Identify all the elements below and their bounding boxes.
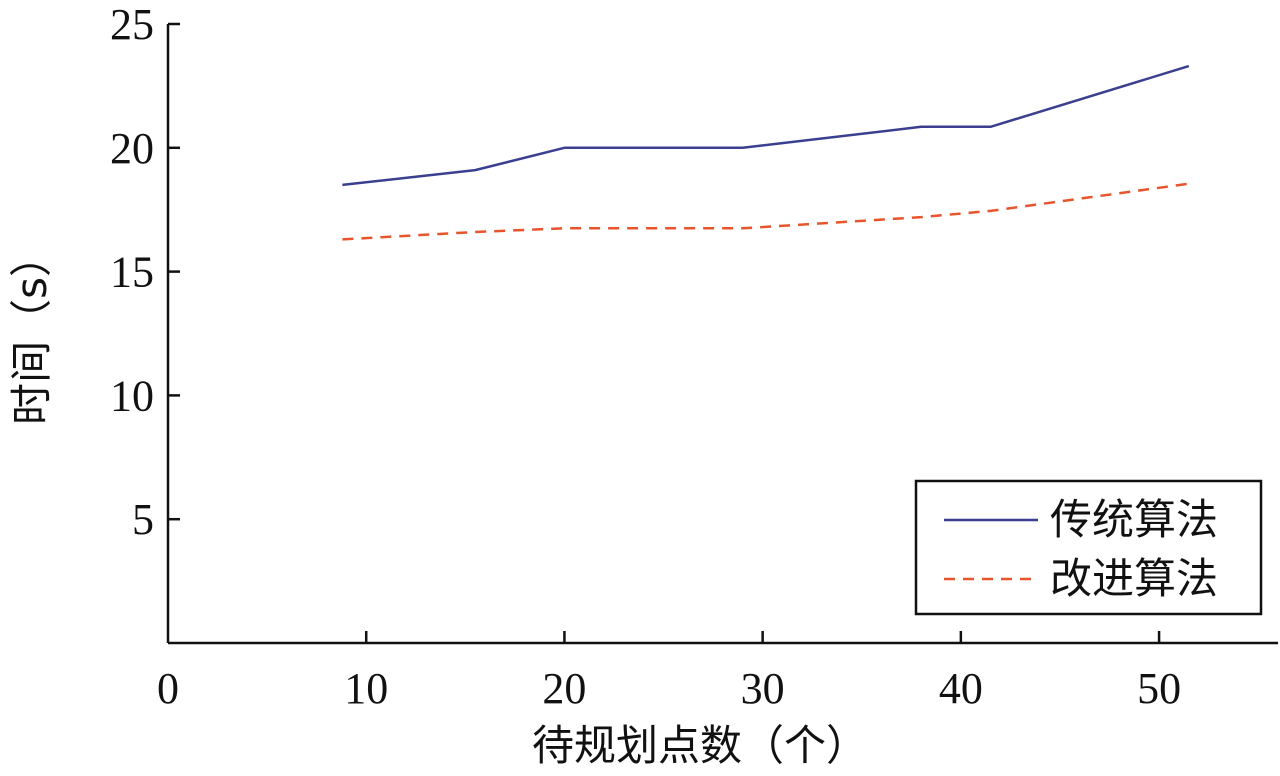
y-tick-label: 25 bbox=[110, 0, 154, 49]
series-layer bbox=[342, 64, 1190, 241]
plot-frame bbox=[166, 24, 1278, 645]
x-tick-label: 40 bbox=[939, 664, 983, 713]
x-tick-label: 30 bbox=[741, 664, 785, 713]
x-axis-ticks: 0 10 20 30 40 50 bbox=[157, 631, 1181, 713]
legend: 传统算法 改进算法 bbox=[914, 479, 1263, 616]
x-tick-label: 10 bbox=[344, 664, 388, 713]
x-tick-label: 20 bbox=[542, 664, 586, 713]
x-tick-label: 0 bbox=[157, 664, 179, 713]
series-line-improved bbox=[342, 182, 1189, 241]
x-tick-label: 50 bbox=[1137, 664, 1181, 713]
legend-box bbox=[914, 479, 1263, 616]
series-line-traditional bbox=[342, 64, 1190, 187]
y-axis-title: 时间（s） bbox=[7, 235, 56, 425]
y-tick-label: 5 bbox=[132, 495, 154, 544]
x-axis-title: 待规划点数（个） bbox=[532, 721, 868, 770]
y-axis-ticks: 5 10 15 20 25 bbox=[110, 0, 180, 544]
y-tick-label: 20 bbox=[110, 124, 154, 173]
legend-label-traditional: 传统算法 bbox=[1050, 495, 1218, 544]
legend-label-improved: 改进算法 bbox=[1050, 554, 1218, 603]
y-tick-label: 10 bbox=[110, 371, 154, 420]
y-tick-label: 15 bbox=[110, 248, 154, 297]
